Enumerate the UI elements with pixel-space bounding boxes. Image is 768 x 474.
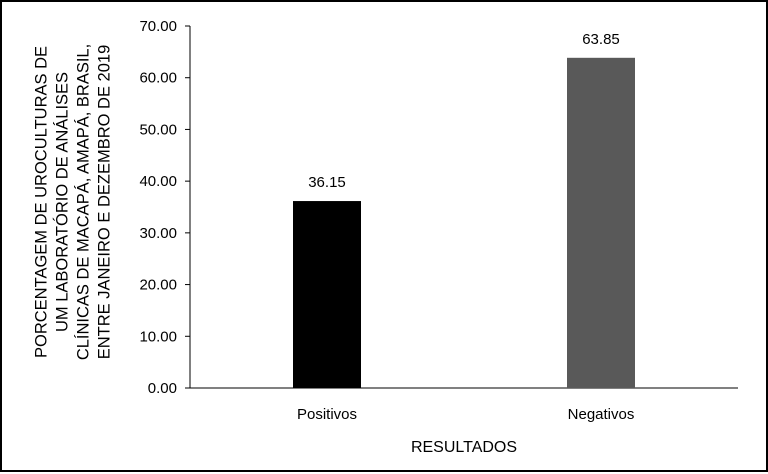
data-label: 63.85 [582,31,620,48]
y-tick-label: 10.00 [139,328,177,345]
y-tick-label: 30.00 [139,225,177,242]
bar-negativos [567,57,635,388]
data-label: 36.15 [308,174,346,191]
y-tick-label: 40.00 [139,173,177,190]
y-axis-title-line: PORCENTAGEM DE UROCULTURAS DE [33,46,51,358]
y-axis-title-line: ENTRE JANEIRO E DEZEMBRO DE 2019 [96,45,114,360]
x-category-label: Positivos [297,406,357,423]
y-tick-label: 0.00 [148,380,177,397]
x-category-label: Negativos [568,406,635,423]
y-tick-label: 50.00 [139,121,177,138]
y-axis-ticks: 0.00 10.00 20.00 30.00 40.00 50.00 60.00 70.00 [139,18,190,397]
y-tick-label: 60.00 [139,70,177,87]
x-axis-title: RESULTADOS [411,439,517,456]
bar-positivos [293,201,361,388]
y-axis-title: PORCENTAGEM DE UROCULTURAS DE UM LABORATÓ… [33,44,114,360]
y-axis-title-line: CLÍNICAS DE MACAPÁ, AMAPÁ, BRASIL, [74,44,93,360]
y-tick-label: 20.00 [139,277,177,294]
bars: 36.15 63.85 [293,31,635,388]
y-axis-title-line: UM LABORATÓRIO DE ANÁLISES [53,72,72,332]
x-axis-categories: Positivos Negativos [297,406,634,423]
y-tick-label: 70.00 [139,18,177,35]
